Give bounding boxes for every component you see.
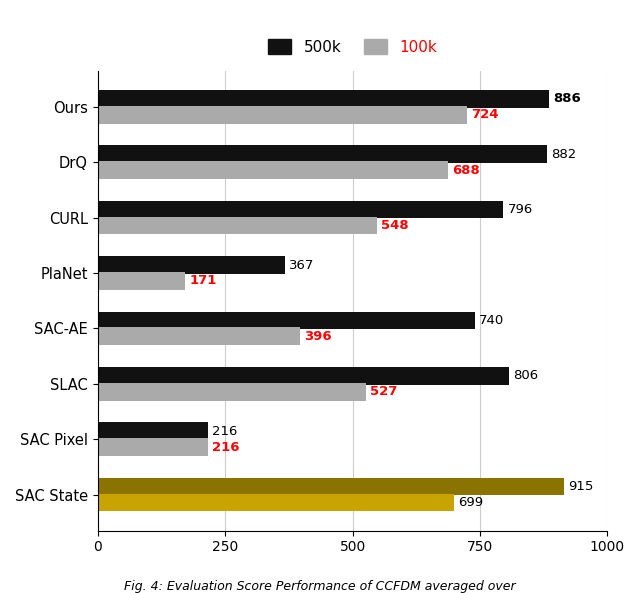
Text: 699: 699 (458, 496, 483, 509)
Bar (98, 311, 475, 329)
Bar (98, 216, 377, 234)
Text: 806: 806 (513, 369, 538, 382)
Text: 796: 796 (508, 203, 533, 216)
Bar (98, 256, 285, 274)
Legend: 500k, 100k: 500k, 100k (262, 33, 443, 60)
Bar (98, 272, 185, 290)
Text: 886: 886 (554, 93, 581, 106)
Text: 915: 915 (568, 480, 593, 493)
Bar (98, 106, 467, 124)
Bar (98, 145, 547, 163)
Text: 882: 882 (552, 148, 577, 161)
Bar (98, 161, 449, 179)
Text: Fig. 4: Evaluation Score Performance of CCFDM averaged over: Fig. 4: Evaluation Score Performance of … (124, 580, 516, 593)
Bar (98, 367, 509, 385)
Text: 216: 216 (212, 425, 237, 438)
Text: 367: 367 (289, 259, 314, 272)
Text: 396: 396 (304, 330, 332, 343)
Text: 548: 548 (381, 219, 409, 232)
Bar (98, 422, 208, 440)
Text: 216: 216 (212, 441, 239, 454)
Bar (98, 327, 300, 345)
Bar (98, 383, 367, 401)
Text: 527: 527 (371, 385, 398, 398)
Text: 171: 171 (189, 275, 216, 288)
Text: 688: 688 (452, 164, 480, 177)
Bar (98, 493, 454, 511)
Text: 724: 724 (471, 109, 499, 122)
Bar (98, 90, 549, 108)
Bar (98, 438, 208, 456)
Text: 740: 740 (479, 314, 504, 327)
Bar (98, 478, 564, 495)
Bar (98, 201, 504, 218)
